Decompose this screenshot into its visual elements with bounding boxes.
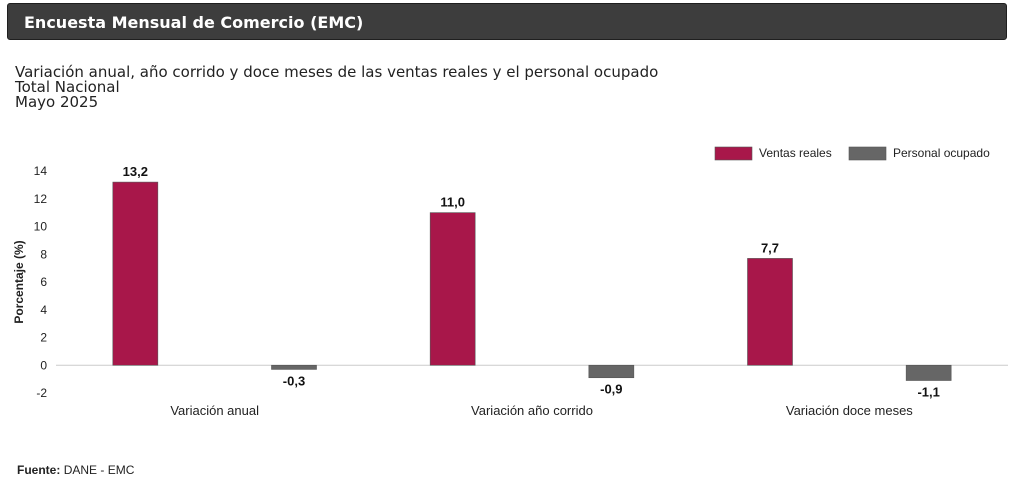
x-category-label: Variación doce meses [786,403,913,418]
header-title: Encuesta Mensual de Comercio (EMC) [24,13,364,32]
y-tick-label: 8 [40,247,47,261]
x-category-label: Variación año corrido [471,403,593,418]
legend-label: Personal ocupado [893,146,990,160]
bar-chart: -2 0 2 4 6 8 10 12 14 Porcentaje (%) 13,2 -0,3 Varia… [12,146,1008,418]
data-label: -0,9 [600,382,622,397]
legend-swatch-personal-ocupado [848,146,887,161]
header-bar: Encuesta Mensual de Comercio (EMC) [7,3,1007,40]
source-label: Fuente: [17,463,61,477]
legend-swatch-ventas-reales [714,146,753,161]
bar-ventas-reales [112,181,159,366]
y-tick-label: 10 [34,220,48,234]
data-label: 11,0 [440,195,465,210]
data-label: 7,7 [761,240,779,255]
y-tick-label: 12 [34,192,48,206]
y-tick-label: 4 [40,303,47,317]
bar-ventas-reales [747,258,793,366]
y-tick-label: 6 [40,275,47,289]
data-label: -1,1 [917,385,939,400]
legend-label: Ventas reales [759,146,832,160]
y-tick-label: 14 [34,164,48,178]
data-label: -0,3 [283,373,305,388]
y-tick-label: 0 [40,358,47,372]
bar-personal-ocupado [905,364,952,381]
chart-date: Mayo 2025 [15,93,99,111]
data-label: 13,2 [123,164,148,179]
bar-personal-ocupado [588,364,635,379]
x-category-label: Variación anual [170,403,259,418]
chart-title: Variación anual, año corrido y doce mese… [15,63,659,81]
source-text: DANE - EMC [63,463,135,477]
chart-titles: Variación anual, año corrido y doce mese… [15,65,658,110]
chart-subtitle: Total Nacional [15,78,120,96]
y-tick-label: -2 [36,386,47,400]
source-note: Fuente: DANE - EMC [17,463,134,477]
y-axis-title: Porcentaje (%) [12,240,26,323]
bar-personal-ocupado [271,364,317,370]
bar-ventas-reales [429,212,476,366]
y-tick-label: 2 [40,331,47,345]
